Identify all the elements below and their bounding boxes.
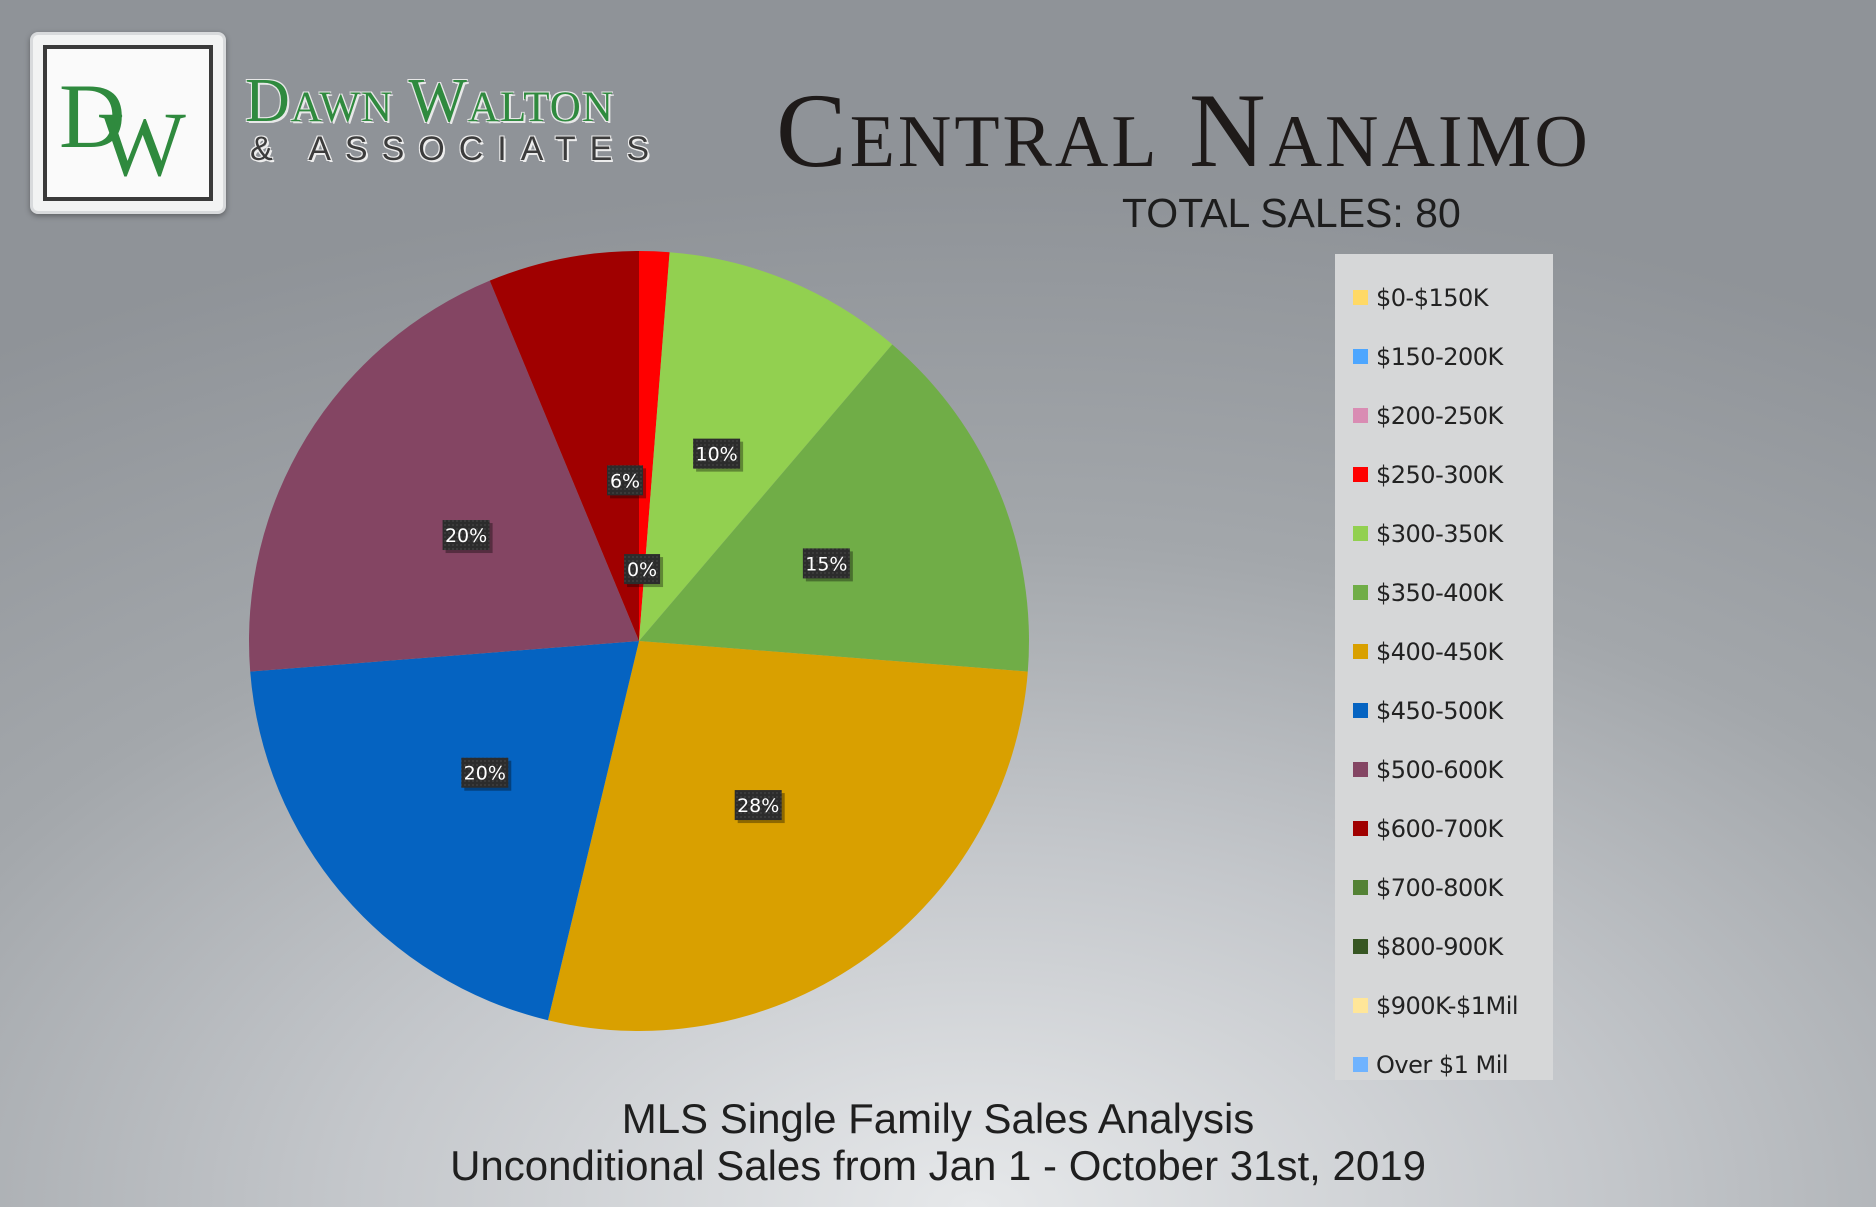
- pie-slice-450-500k: [250, 641, 639, 1021]
- data-label-box: [802, 548, 850, 579]
- data-label-text: 28%: [737, 795, 779, 817]
- legend-label: $0-$150K: [1376, 283, 1489, 312]
- legend-label: $450-500K: [1376, 696, 1503, 725]
- pie-slice-350-400k: [639, 344, 1029, 672]
- footer-subtitle: Unconditional Sales from Jan 1 - October…: [450, 1142, 1426, 1189]
- pie-data-label: 10%: [693, 438, 744, 472]
- legend-item: $350-400K: [1335, 563, 1553, 622]
- data-label-box: [693, 438, 741, 469]
- data-label-box: [442, 520, 490, 551]
- data-label-text: 15%: [805, 553, 847, 575]
- legend-label: Over $1 Mil: [1376, 1050, 1509, 1079]
- brand-name: Dawn Walton: [245, 67, 614, 135]
- legend-item: $0-$150K: [1335, 268, 1553, 327]
- data-label-box: [461, 757, 509, 788]
- legend-label: $350-400K: [1376, 578, 1503, 607]
- legend-swatch: [1353, 349, 1368, 364]
- legend-label: $150-200K: [1376, 342, 1503, 371]
- data-label-text: 20%: [464, 763, 506, 785]
- legend-item: $500-600K: [1335, 740, 1553, 799]
- legend: $0-$150K $150-200K $200-250K $250-300K $300-…: [1335, 254, 1553, 1080]
- legend-item: $400-450K: [1335, 622, 1553, 681]
- logo-monogram-d: D: [59, 65, 125, 167]
- pie-data-label: 20%: [461, 757, 512, 791]
- legend-swatch: [1353, 526, 1368, 541]
- pie-data-label: 0%: [624, 554, 664, 588]
- pie-data-label: 20%: [442, 520, 493, 554]
- legend-label: $900K-$1Mil: [1376, 991, 1519, 1020]
- legend-swatch: [1353, 467, 1368, 482]
- legend-item: $150-200K: [1335, 327, 1553, 386]
- pie-slice-500-600k: [249, 280, 639, 672]
- legend-label: $400-450K: [1376, 637, 1503, 666]
- legend-item: $800-900K: [1335, 917, 1553, 976]
- legend-label: $700-800K: [1376, 873, 1503, 902]
- legend-item: $450-500K: [1335, 681, 1553, 740]
- legend-swatch: [1353, 939, 1368, 954]
- legend-swatch: [1353, 880, 1368, 895]
- logo-frame: D W: [43, 45, 213, 201]
- legend-label: $500-600K: [1376, 755, 1503, 784]
- legend-label: $200-250K: [1376, 401, 1503, 430]
- legend-swatch: [1353, 644, 1368, 659]
- pie-slice-400-450k: [547, 641, 1028, 1031]
- legend-swatch: [1353, 762, 1368, 777]
- data-label-text: 6%: [610, 470, 640, 492]
- legend-label: $600-700K: [1376, 814, 1503, 843]
- legend-swatch: [1353, 998, 1368, 1013]
- chart-title: Central Nanaimo: [776, 72, 1591, 189]
- legend-label: $800-900K: [1376, 932, 1503, 961]
- data-label-text: 20%: [445, 525, 487, 547]
- pie-slice-250-300k: [639, 251, 670, 641]
- legend-label: $300-350K: [1376, 519, 1503, 548]
- legend-item: $700-800K: [1335, 858, 1553, 917]
- legend-swatch: [1353, 408, 1368, 423]
- legend-item: $250-300K: [1335, 445, 1553, 504]
- legend-item: Over $1 Mil: [1335, 1035, 1553, 1094]
- pie-slice-300-350k: [639, 252, 893, 641]
- data-label-box: [607, 465, 644, 496]
- pie-data-label: 6%: [607, 465, 647, 499]
- legend-item: $600-700K: [1335, 799, 1553, 858]
- logo: D W: [30, 32, 226, 214]
- legend-item: $200-250K: [1335, 386, 1553, 445]
- legend-item: $900K-$1Mil: [1335, 976, 1553, 1035]
- pie-data-label: 15%: [802, 548, 853, 582]
- brand-subtitle: & ASSOCIATES: [250, 130, 664, 168]
- legend-item: $300-350K: [1335, 504, 1553, 563]
- data-label-text: 10%: [695, 444, 737, 466]
- legend-swatch: [1353, 585, 1368, 600]
- legend-swatch: [1353, 821, 1368, 836]
- data-label-text: 0%: [627, 559, 657, 581]
- pie-data-label: 28%: [734, 790, 785, 824]
- data-label-box: [624, 554, 661, 585]
- footer-title: MLS Single Family Sales Analysis: [621, 1095, 1255, 1142]
- logo-monogram-w: W: [99, 93, 186, 195]
- legend-swatch: [1353, 1057, 1368, 1072]
- dw-monogram-logo: D W: [59, 65, 186, 195]
- legend-swatch: [1353, 290, 1368, 305]
- total-sales: TOTAL SALES: 80: [1122, 190, 1461, 236]
- legend-swatch: [1353, 703, 1368, 718]
- legend-label: $250-300K: [1376, 460, 1503, 489]
- data-label-box: [734, 790, 782, 821]
- pie-slice-600-700k: [489, 251, 639, 641]
